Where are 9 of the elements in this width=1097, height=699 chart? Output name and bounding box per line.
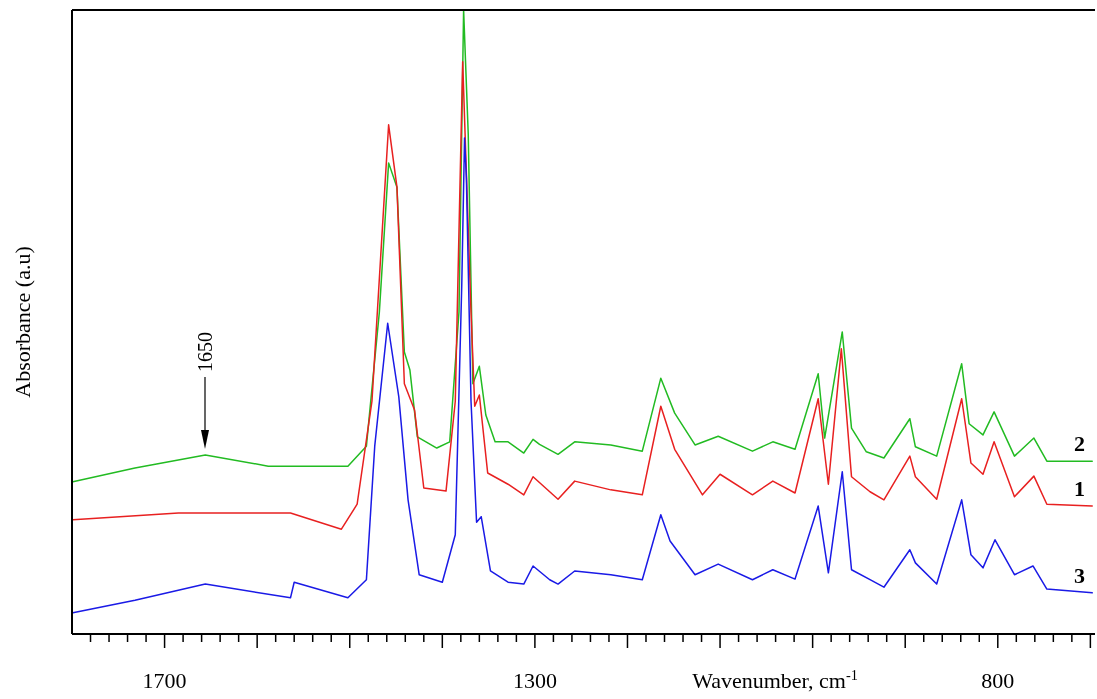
- series-label: 2: [1074, 431, 1085, 457]
- x-axis-title: Wavenumber, cm$^{-1}$: [692, 667, 858, 693]
- x-tick-label: 1700: [142, 668, 187, 693]
- annotation: 1650: [194, 332, 216, 372]
- x-tick-label: 800: [981, 668, 1015, 693]
- series-label: 3: [1074, 562, 1085, 588]
- y-axis-title: Absorbance (a.u): [10, 246, 35, 398]
- series-label: 1: [1074, 476, 1085, 502]
- x-tick-label: 1300: [512, 668, 557, 693]
